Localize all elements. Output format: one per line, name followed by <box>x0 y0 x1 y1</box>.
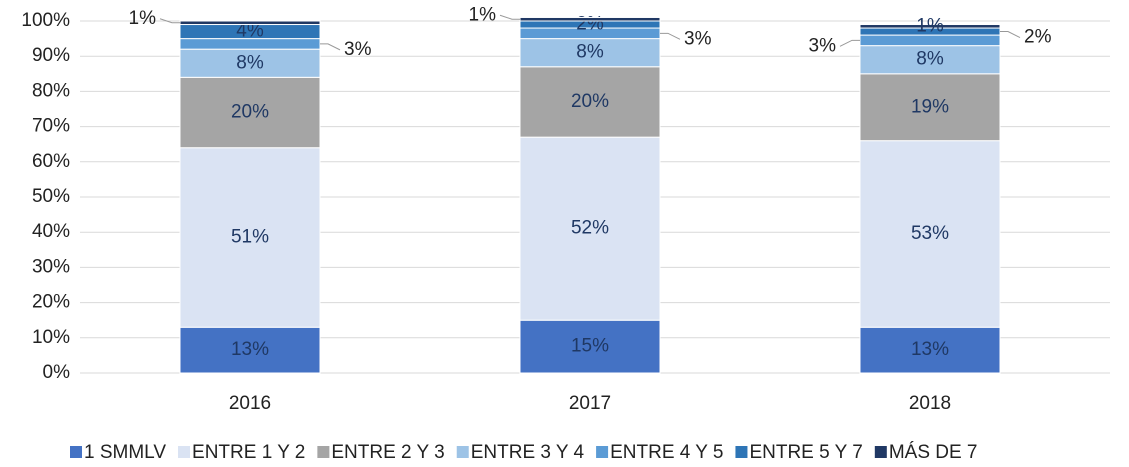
bar-segment <box>859 73 1001 142</box>
callout-line <box>320 43 341 51</box>
data-label: 8% <box>576 42 604 63</box>
legend-label: 1 SMMLV <box>84 442 166 462</box>
legend-label: ENTRE 1 Y 2 <box>192 442 305 462</box>
bar-segment <box>519 38 661 68</box>
data-label: 3% <box>344 39 372 60</box>
bar-segment <box>519 319 661 374</box>
y-tick-label: 30% <box>32 256 70 277</box>
x-tick-label: 2017 <box>569 393 611 414</box>
data-label: 2% <box>576 14 604 35</box>
data-label: 2% <box>1024 27 1052 48</box>
data-label: 15% <box>571 336 609 357</box>
bar-segment <box>179 326 321 374</box>
data-label: 52% <box>571 218 609 239</box>
legend-label: ENTRE 3 Y 4 <box>471 442 585 462</box>
bar-segment <box>859 24 1001 29</box>
bar-segment <box>179 48 321 78</box>
y-tick-label: 40% <box>32 221 70 242</box>
y-tick-label: 60% <box>32 151 70 172</box>
legend-swatch <box>317 446 330 458</box>
data-label: 51% <box>231 226 269 247</box>
callout-line <box>839 39 860 47</box>
data-label: 53% <box>911 223 949 244</box>
data-label: 3% <box>684 28 712 49</box>
bar-segment <box>859 45 1001 75</box>
y-tick-label: 90% <box>32 45 70 66</box>
callout-line <box>159 18 180 24</box>
data-label: 1% <box>916 15 944 36</box>
data-label: 3% <box>809 35 837 56</box>
data-label: 1% <box>129 8 157 29</box>
bar-segment <box>179 147 321 328</box>
data-label: 13% <box>911 339 949 360</box>
bar-segment <box>519 16 661 22</box>
y-tick-label: 10% <box>32 327 70 348</box>
legend-swatch <box>70 446 82 458</box>
y-tick-label: 0% <box>43 362 71 383</box>
bar-segment <box>179 20 321 26</box>
y-tick-label: 80% <box>32 80 70 101</box>
y-tick-label: 70% <box>32 116 70 137</box>
x-tick-label: 2018 <box>909 393 951 414</box>
legend-swatch <box>178 446 191 458</box>
bar-segment <box>859 140 1001 328</box>
legend-label: ENTRE 2 Y 3 <box>331 442 444 462</box>
data-label: 19% <box>911 96 949 117</box>
legend-swatch <box>596 446 609 458</box>
bar-segment <box>519 136 661 321</box>
callout-line <box>499 14 520 20</box>
data-label: 20% <box>571 91 609 112</box>
data-label: 8% <box>236 52 264 73</box>
legend-label: ENTRE 4 Y 5 <box>610 442 723 462</box>
y-tick-label: 100% <box>21 10 70 31</box>
bar-segment <box>859 34 1001 47</box>
bar-segment <box>179 76 321 149</box>
y-tick-label: 50% <box>32 186 70 207</box>
bar-segment <box>519 66 661 138</box>
data-label: 20% <box>231 102 269 123</box>
callout-line <box>1000 31 1021 39</box>
data-label: 13% <box>231 339 269 360</box>
callout-line <box>660 32 681 40</box>
legend-swatch <box>735 446 748 458</box>
legend-label: ENTRE 5 Y 7 <box>749 442 862 462</box>
data-label: 1% <box>469 4 497 25</box>
legend-swatch <box>456 446 469 458</box>
y-tick-label: 20% <box>32 292 70 313</box>
data-label: 4% <box>236 21 264 42</box>
x-tick-label: 2016 <box>229 393 271 414</box>
data-label: 8% <box>916 49 944 70</box>
legend-label: MÁS DE 7 <box>889 442 978 462</box>
legend-swatch <box>874 446 887 458</box>
